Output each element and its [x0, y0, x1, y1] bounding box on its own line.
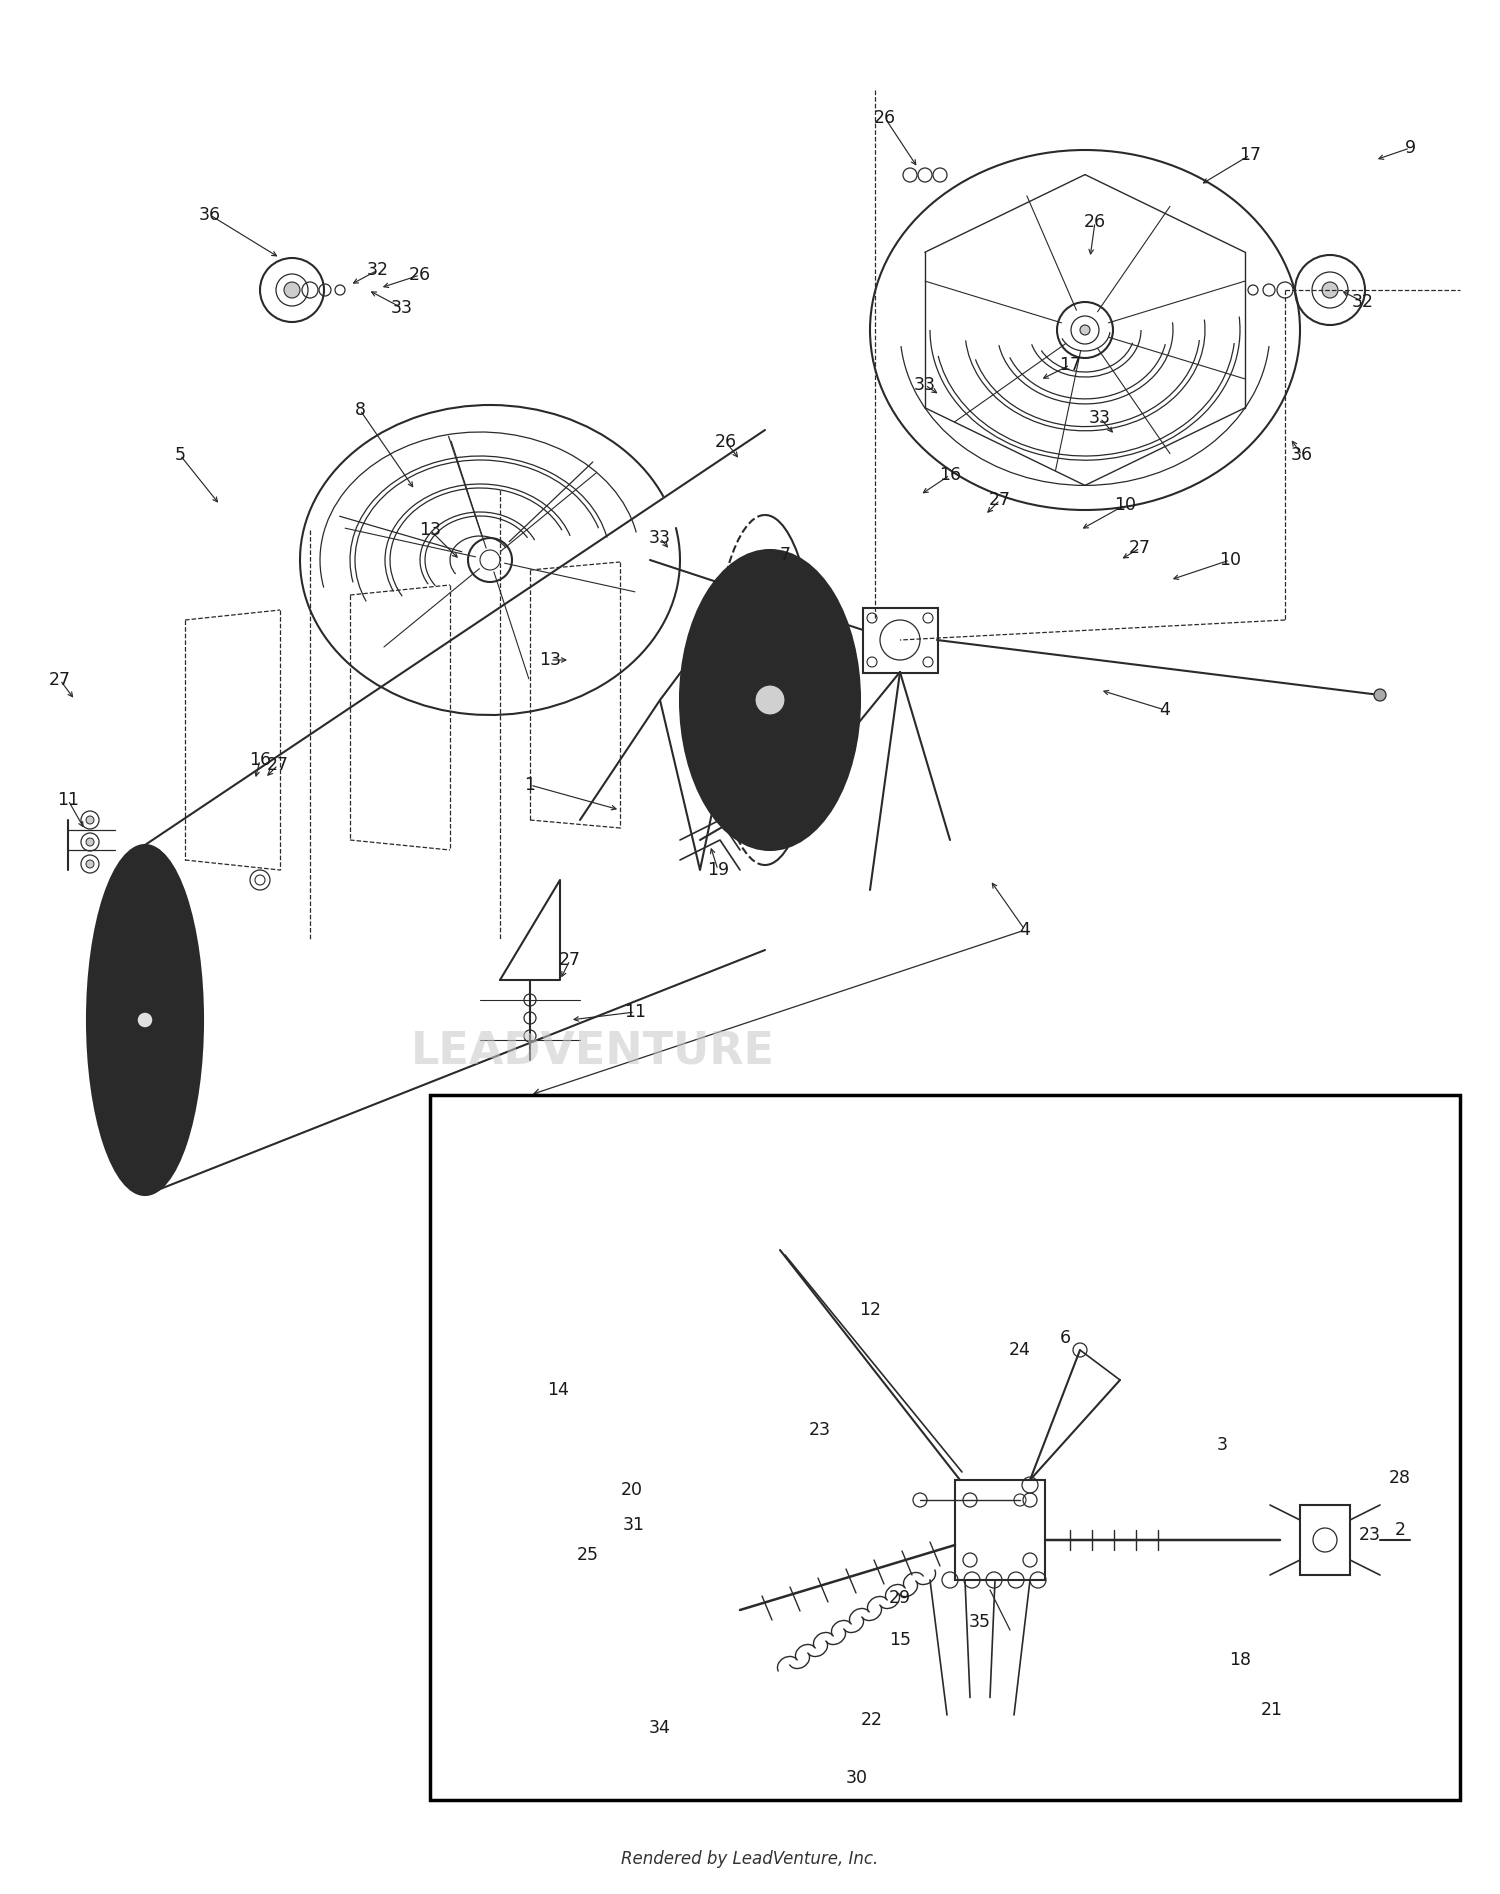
Circle shape — [86, 816, 94, 824]
Text: 27: 27 — [560, 951, 580, 970]
Text: 27: 27 — [50, 670, 70, 689]
Text: 22: 22 — [861, 1710, 883, 1729]
Text: 26: 26 — [1084, 212, 1106, 231]
Text: 13: 13 — [538, 652, 561, 669]
Ellipse shape — [738, 648, 801, 752]
Ellipse shape — [87, 845, 202, 1195]
Text: 17: 17 — [1239, 146, 1262, 165]
Text: 12: 12 — [859, 1301, 880, 1318]
Text: 23: 23 — [1359, 1527, 1382, 1544]
Text: 26: 26 — [874, 110, 896, 127]
Text: 1: 1 — [525, 777, 536, 794]
Text: 20: 20 — [621, 1481, 644, 1498]
Text: 27: 27 — [988, 491, 1011, 509]
Text: 27: 27 — [267, 756, 290, 775]
Circle shape — [136, 1011, 153, 1028]
Text: 33: 33 — [392, 299, 412, 316]
Text: Rendered by LeadVenture, Inc.: Rendered by LeadVenture, Inc. — [621, 1850, 879, 1867]
Bar — [1300, 1506, 1350, 1576]
Text: 15: 15 — [890, 1631, 910, 1650]
Ellipse shape — [711, 602, 828, 797]
Text: 32: 32 — [1352, 294, 1374, 311]
Text: 24: 24 — [1010, 1341, 1031, 1360]
Text: 4: 4 — [1020, 920, 1031, 939]
Circle shape — [86, 860, 94, 867]
Text: 33: 33 — [914, 377, 936, 394]
Text: 29: 29 — [890, 1589, 910, 1606]
Text: 35: 35 — [969, 1614, 992, 1631]
Text: 9: 9 — [1404, 138, 1416, 157]
Bar — [430, 1095, 1460, 1799]
Text: 33: 33 — [650, 528, 670, 547]
Text: 10: 10 — [1220, 551, 1240, 568]
Text: 31: 31 — [622, 1515, 645, 1534]
Text: 32: 32 — [368, 261, 388, 278]
Bar — [862, 608, 938, 672]
Text: 16: 16 — [249, 752, 272, 769]
Circle shape — [86, 837, 94, 847]
Text: 16: 16 — [939, 466, 962, 485]
Text: 21: 21 — [1262, 1701, 1282, 1720]
Text: 6: 6 — [1059, 1330, 1071, 1347]
Circle shape — [754, 686, 784, 716]
Text: 18: 18 — [1228, 1652, 1251, 1669]
Circle shape — [1080, 326, 1090, 335]
Text: 14: 14 — [548, 1381, 568, 1400]
Text: 11: 11 — [624, 1004, 646, 1021]
Text: 36: 36 — [200, 206, 220, 223]
Text: 36: 36 — [1292, 445, 1312, 464]
Text: 2: 2 — [1395, 1521, 1406, 1540]
Ellipse shape — [680, 549, 859, 850]
Circle shape — [1322, 282, 1338, 297]
Text: 4: 4 — [1160, 701, 1170, 720]
Circle shape — [284, 282, 300, 297]
Text: 26: 26 — [716, 434, 736, 451]
Text: LEADVENTURE: LEADVENTURE — [411, 1030, 774, 1072]
Text: 25: 25 — [578, 1546, 598, 1564]
Text: 13: 13 — [419, 521, 441, 540]
Text: 26: 26 — [410, 265, 430, 284]
Text: 33: 33 — [1089, 409, 1112, 426]
Text: 5: 5 — [174, 445, 186, 464]
Circle shape — [1374, 689, 1386, 701]
Text: 7: 7 — [780, 545, 790, 564]
Text: 10: 10 — [1114, 496, 1136, 513]
Text: 8: 8 — [354, 402, 366, 419]
Text: 3: 3 — [1216, 1436, 1227, 1455]
Text: 19: 19 — [706, 862, 729, 879]
Text: 23: 23 — [808, 1420, 831, 1439]
Text: 28: 28 — [1389, 1470, 1411, 1487]
Text: 30: 30 — [846, 1769, 868, 1788]
Text: 27: 27 — [1130, 540, 1150, 557]
Bar — [956, 1479, 1046, 1580]
Text: 34: 34 — [650, 1720, 670, 1737]
Text: 17: 17 — [1059, 356, 1082, 373]
Text: 11: 11 — [57, 792, 80, 809]
